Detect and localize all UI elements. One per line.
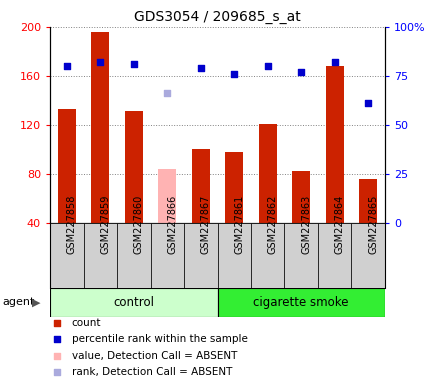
Point bbox=[130, 61, 137, 67]
Bar bbox=[191, 149, 210, 223]
Point bbox=[97, 59, 104, 65]
Bar bbox=[358, 179, 377, 223]
Point bbox=[297, 69, 304, 75]
Text: agent: agent bbox=[2, 297, 34, 308]
Bar bbox=[217, 288, 384, 317]
Bar bbox=[158, 169, 176, 223]
Bar bbox=[50, 288, 217, 317]
Text: cigarette smoke: cigarette smoke bbox=[253, 296, 348, 309]
Bar bbox=[150, 223, 184, 288]
Text: GSM227867: GSM227867 bbox=[201, 195, 210, 254]
Point bbox=[53, 320, 60, 326]
Text: ▶: ▶ bbox=[32, 297, 40, 308]
Bar bbox=[57, 109, 76, 223]
Bar bbox=[351, 223, 384, 288]
Bar bbox=[83, 223, 117, 288]
Bar bbox=[117, 223, 150, 288]
Point bbox=[230, 71, 237, 77]
Point bbox=[164, 90, 171, 96]
Point bbox=[53, 353, 60, 359]
Text: GSM227864: GSM227864 bbox=[334, 195, 344, 254]
Bar bbox=[258, 124, 276, 223]
Bar bbox=[217, 223, 250, 288]
Point bbox=[53, 369, 60, 375]
Text: GSM227860: GSM227860 bbox=[134, 195, 143, 254]
Bar bbox=[284, 223, 317, 288]
Point bbox=[331, 59, 338, 65]
Bar bbox=[224, 152, 243, 223]
Text: GSM227861: GSM227861 bbox=[234, 195, 243, 254]
Point bbox=[53, 336, 60, 343]
Bar bbox=[50, 223, 83, 288]
Bar bbox=[91, 32, 109, 223]
Text: GSM227858: GSM227858 bbox=[67, 195, 76, 254]
Title: GDS3054 / 209685_s_at: GDS3054 / 209685_s_at bbox=[134, 10, 300, 25]
Text: value, Detection Call = ABSENT: value, Detection Call = ABSENT bbox=[72, 351, 237, 361]
Point bbox=[264, 63, 271, 69]
Point bbox=[197, 65, 204, 71]
Text: rank, Detection Call = ABSENT: rank, Detection Call = ABSENT bbox=[72, 367, 232, 377]
Text: GSM227862: GSM227862 bbox=[267, 195, 277, 254]
Bar bbox=[325, 66, 343, 223]
Bar bbox=[291, 171, 310, 223]
Text: control: control bbox=[113, 296, 154, 309]
Bar bbox=[184, 223, 217, 288]
Text: count: count bbox=[72, 318, 101, 328]
Bar bbox=[250, 223, 284, 288]
Point bbox=[364, 100, 371, 106]
Text: GSM227865: GSM227865 bbox=[367, 195, 377, 254]
Bar bbox=[124, 111, 143, 223]
Text: GSM227866: GSM227866 bbox=[167, 195, 177, 254]
Text: GSM227863: GSM227863 bbox=[300, 195, 310, 254]
Bar bbox=[317, 223, 351, 288]
Text: percentile rank within the sample: percentile rank within the sample bbox=[72, 334, 247, 344]
Point bbox=[63, 63, 70, 69]
Text: GSM227859: GSM227859 bbox=[100, 195, 110, 254]
